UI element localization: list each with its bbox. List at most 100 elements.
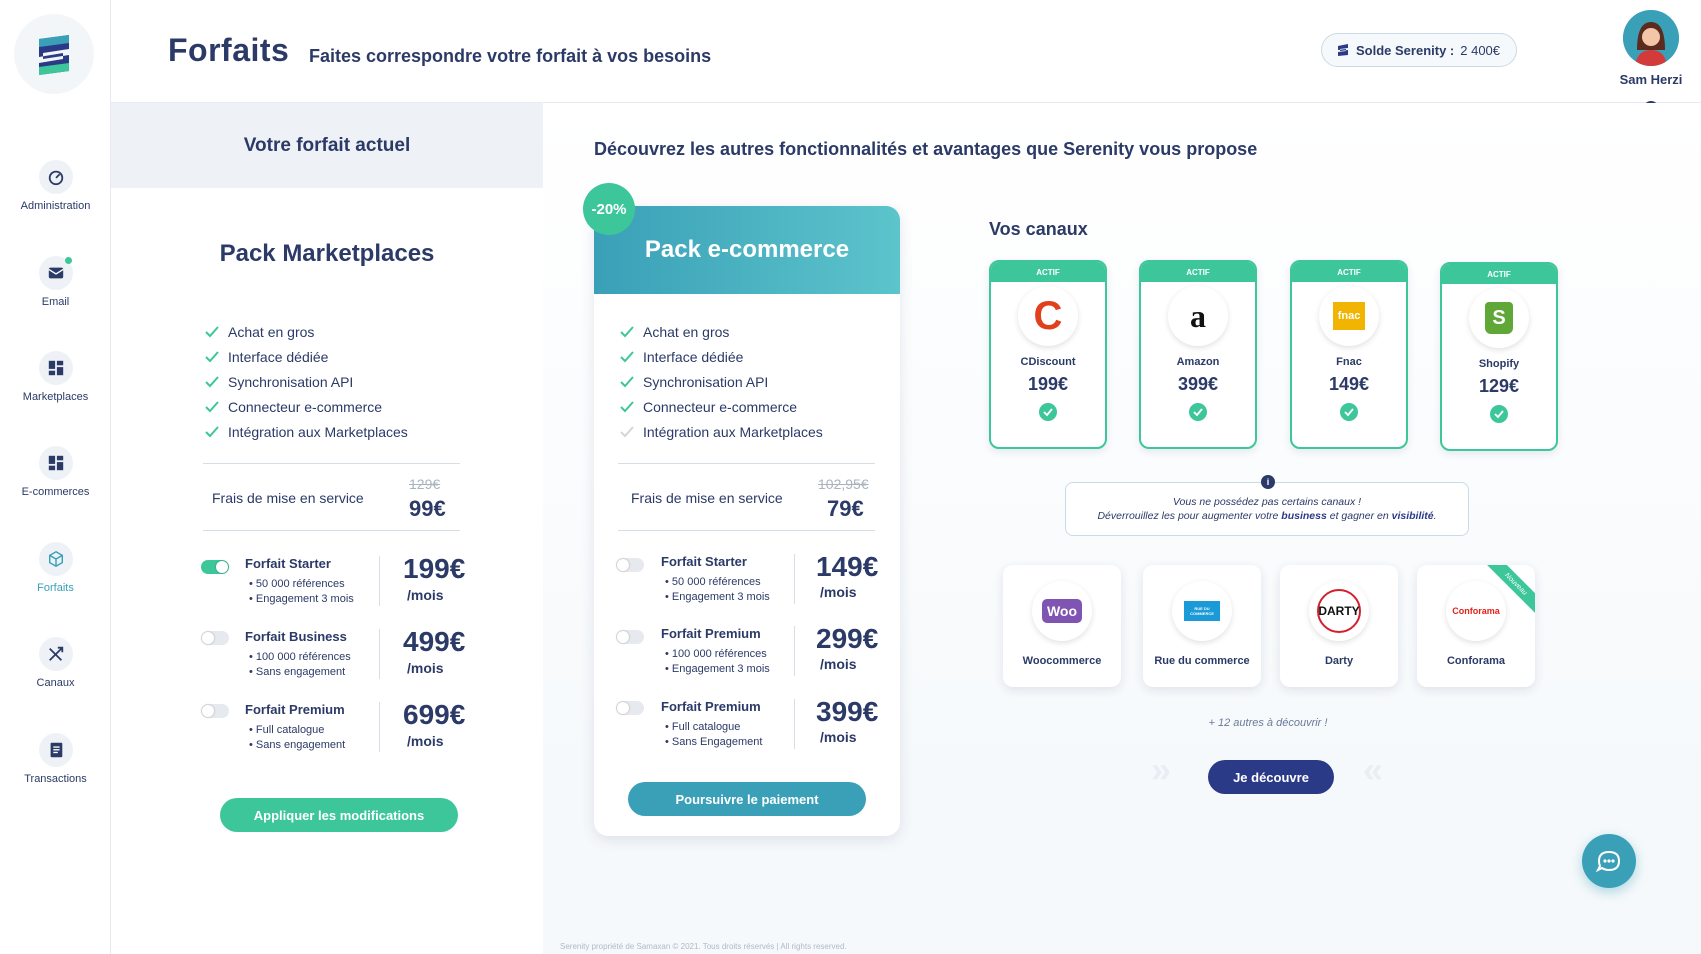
channel-name: Shopify — [1478, 358, 1520, 370]
plan-detail: • Engagement 3 mois — [665, 591, 770, 603]
sidebar: Administration Email Marketplaces E-comm… — [0, 0, 111, 954]
check-icon-disabled — [619, 424, 635, 440]
plan-detail: • Sans engagement — [249, 666, 346, 678]
plan-detail: • Full catalogue — [665, 721, 741, 733]
feature-label: Interface dédiée — [228, 348, 329, 365]
plan-unit: /mois — [407, 587, 444, 603]
plan-name: Forfait Premium — [661, 699, 761, 714]
user-profile[interactable]: Sam Herzi — [1606, 10, 1696, 117]
feature-label: Intégration aux Marketplaces — [228, 423, 408, 440]
woocommerce-logo-text: Woo — [1042, 599, 1082, 623]
discover-button[interactable]: Je découvre — [1208, 760, 1334, 794]
plan-unit: /mois — [820, 656, 857, 672]
channel-name: Fnac — [1336, 356, 1362, 368]
cdiscount-logo-icon: C — [1018, 286, 1078, 346]
channel-card-shopify[interactable]: ACTIF S Shopify 129€ — [1440, 262, 1558, 451]
ecom-plan-premium[interactable]: Forfait Premium • 100 000 références • E… — [594, 623, 900, 683]
plan-separator — [794, 626, 795, 676]
serenity-logo[interactable] — [14, 14, 94, 94]
active-badge: ACTIF — [1442, 264, 1556, 284]
channel-offer-darty[interactable]: DARTY Darty — [1280, 565, 1398, 687]
sidebar-item-email[interactable]: Email — [0, 256, 111, 308]
channel-card-cdiscount[interactable]: ACTIF C CDiscount 199€ — [989, 260, 1107, 449]
sidebar-item-ecommerces[interactable]: E-commerces — [0, 446, 111, 498]
list-item: Interface dédiée — [204, 344, 408, 369]
feature-label: Synchronisation API — [228, 373, 354, 390]
plan-unit: /mois — [820, 729, 857, 745]
shuffle-icon — [38, 637, 73, 671]
channel-price: 399€ — [1177, 374, 1219, 394]
check-icon — [204, 374, 220, 390]
plan-detail: • 100 000 références — [249, 651, 351, 663]
check-icon — [619, 349, 635, 365]
continue-payment-button[interactable]: Poursuivre le paiement — [628, 782, 866, 816]
plan-premium[interactable]: Forfait Premium • Full catalogue • Sans … — [111, 699, 543, 759]
channel-price: 129€ — [1478, 376, 1520, 396]
sidebar-item-marketplaces[interactable]: Marketplaces — [0, 351, 111, 403]
woocommerce-logo-icon: Woo — [1032, 581, 1092, 641]
plan-price: 199€ — [403, 553, 466, 584]
channel-card-fnac[interactable]: ACTIF fnac Fnac 149€ — [1290, 260, 1408, 449]
avatar[interactable] — [1623, 10, 1679, 66]
plan-business[interactable]: Forfait Business • 100 000 références • … — [111, 626, 543, 686]
plan-toggle[interactable] — [201, 560, 229, 574]
plan-toggle[interactable] — [616, 558, 644, 572]
plan-price: 399€ — [816, 696, 879, 727]
chat-icon — [1595, 850, 1621, 873]
channel-offer-conforama[interactable]: Nouveau Conforama Conforama — [1417, 565, 1535, 687]
plan-toggle[interactable] — [616, 630, 644, 644]
channel-offer-rue-du-commerce[interactable]: RUE DU COMMERCE Rue du commerce — [1143, 565, 1261, 687]
sidebar-item-transactions[interactable]: Transactions — [0, 733, 111, 785]
check-icon — [1490, 405, 1508, 423]
discover-heading: Découvrez les autres fonctionnalités et … — [594, 139, 1258, 159]
check-icon — [204, 324, 220, 340]
plan-detail: • 100 000 références — [665, 648, 767, 660]
channel-name: Amazon — [1176, 356, 1220, 368]
setup-fee-label: Frais de mise en service — [631, 490, 783, 506]
sidebar-item-label: Marketplaces — [22, 391, 89, 403]
channel-offer-woocommerce[interactable]: Woo Woocommerce — [1003, 565, 1121, 687]
ecom-plan-premium-full[interactable]: Forfait Premium • Full catalogue • Sans … — [594, 696, 900, 756]
sidebar-item-canaux[interactable]: Canaux — [0, 637, 111, 689]
plan-detail: • Engagement 3 mois — [249, 593, 354, 605]
channel-card-amazon[interactable]: ACTIF a Amazon 399€ — [1139, 260, 1257, 449]
sidebar-item-forfaits[interactable]: Forfaits — [0, 542, 111, 594]
sidebar-item-label: E-commerces — [21, 486, 90, 498]
list-item: Connecteur e-commerce — [204, 394, 408, 419]
check-icon — [204, 424, 220, 440]
plan-price: 149€ — [816, 551, 879, 582]
list-item: Achat en gros — [619, 319, 823, 344]
feature-label: Connecteur e-commerce — [643, 398, 798, 415]
plan-name: Forfait Premium — [661, 626, 761, 641]
plan-toggle[interactable] — [616, 701, 644, 715]
plan-detail: • 50 000 références — [249, 578, 345, 590]
receipt-icon — [38, 733, 73, 767]
sidebar-item-label: Canaux — [36, 677, 75, 689]
ecom-plan-starter[interactable]: Forfait Starter • 50 000 références • En… — [594, 551, 900, 611]
plan-toggle[interactable] — [201, 631, 229, 645]
chat-button[interactable] — [1582, 834, 1636, 888]
check-icon — [204, 349, 220, 365]
cube-icon — [38, 542, 73, 576]
list-item: Achat en gros — [204, 319, 408, 344]
plan-unit: /mois — [407, 733, 444, 749]
channel-name: CDiscount — [1020, 356, 1076, 368]
channel-name: Darty — [1324, 655, 1354, 667]
balance-value: 2 400€ — [1460, 42, 1501, 58]
plan-starter[interactable]: Forfait Starter • 50 000 références • En… — [111, 553, 543, 613]
page-title: Forfaits — [168, 32, 290, 68]
plan-detail: • 50 000 références — [665, 576, 761, 588]
ecommerce-feature-list: Achat en gros Interface dédiée Synchroni… — [619, 319, 823, 444]
check-icon — [619, 324, 635, 340]
ecommerce-pack-card: Pack e-commerce Achat en gros Interface … — [594, 206, 900, 836]
divider — [618, 530, 875, 531]
chevron-left-decor-icon: « — [1363, 749, 1384, 790]
sidebar-item-administration[interactable]: Administration — [0, 160, 111, 212]
ecommerce-pack-name: Pack e-commerce — [594, 206, 900, 294]
apply-changes-button[interactable]: Appliquer les modifications — [220, 798, 458, 832]
dashboard-icon — [38, 446, 73, 480]
plan-unit: /mois — [820, 584, 857, 600]
feature-label: Connecteur e-commerce — [228, 398, 383, 415]
plan-toggle[interactable] — [201, 704, 229, 718]
page-subtitle: Faites correspondre votre forfait à vos … — [309, 46, 712, 66]
